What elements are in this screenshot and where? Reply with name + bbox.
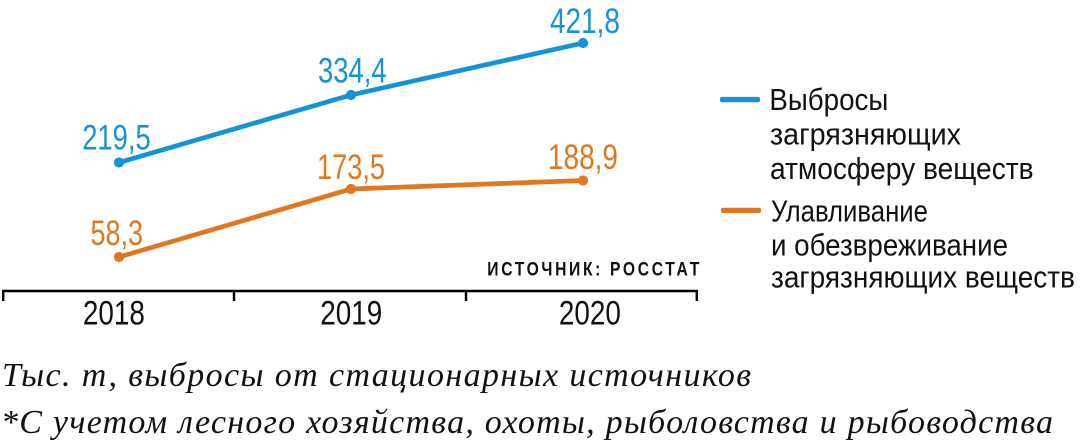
svg-text:Улавливание: Улавливание bbox=[771, 193, 928, 228]
svg-text:173,5: 173,5 bbox=[317, 148, 385, 187]
svg-text:334,4: 334,4 bbox=[318, 52, 387, 91]
svg-text:Выбросы: Выбросы bbox=[769, 82, 888, 117]
svg-text:загрязняющих: загрязняющих bbox=[770, 117, 962, 152]
svg-text:219,5: 219,5 bbox=[82, 119, 151, 158]
svg-text:2019: 2019 bbox=[320, 295, 382, 333]
svg-text:188,9: 188,9 bbox=[548, 138, 618, 177]
svg-text:и обезвреживание: и обезвреживание bbox=[771, 227, 1008, 262]
svg-text:Тыс. т, выбросы от стационарны: Тыс. т, выбросы от стационарных источник… bbox=[2, 357, 751, 394]
svg-text:2018: 2018 bbox=[83, 295, 145, 333]
svg-text:2020: 2020 bbox=[559, 295, 621, 333]
svg-text:58,3: 58,3 bbox=[91, 214, 144, 253]
svg-text:*С учетом лесного хозяйства, о: *С учетом лесного хозяйства, охоты, рыбо… bbox=[1, 404, 1053, 441]
svg-text:атмосферу веществ: атмосферу веществ bbox=[770, 151, 1034, 186]
svg-text:загрязняющих веществ: загрязняющих веществ bbox=[771, 260, 1075, 295]
svg-text:421,8: 421,8 bbox=[550, 2, 620, 41]
